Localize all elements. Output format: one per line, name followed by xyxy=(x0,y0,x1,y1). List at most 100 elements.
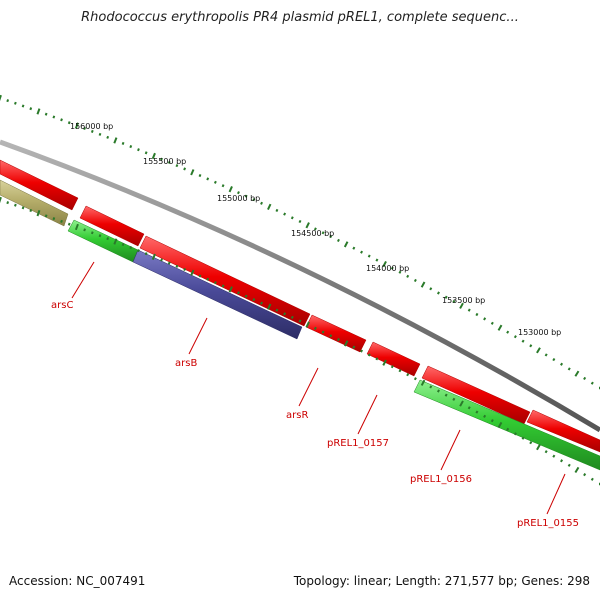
forward-strand-genes xyxy=(0,159,600,453)
gene-forward-2[interactable] xyxy=(79,205,145,247)
ruler-tick xyxy=(544,353,548,357)
ruler-tick xyxy=(360,250,363,254)
ruler-tick xyxy=(6,99,10,103)
inner-tick xyxy=(337,337,340,342)
inner-tick xyxy=(90,231,94,235)
inner-tick xyxy=(6,201,10,205)
inner-tick xyxy=(390,365,394,369)
ruler-tick xyxy=(167,160,171,164)
inner-tick xyxy=(221,284,225,288)
ruler-tick xyxy=(329,235,333,239)
ruler-tick xyxy=(337,238,340,243)
inner-tick xyxy=(290,315,294,319)
inner-tick xyxy=(106,237,110,241)
inner-tick xyxy=(198,274,202,278)
inner-tick xyxy=(98,234,102,238)
gene-reverse-arsB[interactable] xyxy=(132,249,303,340)
ruler-tick xyxy=(367,254,371,258)
inner-tick xyxy=(283,312,287,316)
leader-0157 xyxy=(357,394,378,435)
inner-tick xyxy=(260,301,263,305)
inner-tick xyxy=(0,196,2,204)
gene-forward-1[interactable] xyxy=(0,159,79,211)
inner-tick xyxy=(129,246,133,250)
gene-label-leaders xyxy=(71,261,566,515)
ruler-label-155500: 155500 bp xyxy=(143,157,186,166)
ruler-tick xyxy=(497,324,503,331)
ruler-tick xyxy=(283,212,287,216)
ruler-tick xyxy=(252,198,256,202)
inner-tick xyxy=(298,319,302,323)
inner-tick xyxy=(113,238,118,245)
inner-tick xyxy=(475,410,479,414)
ruler-tick xyxy=(413,278,417,283)
gene-forward-7[interactable] xyxy=(526,409,600,453)
ruler-tick xyxy=(475,312,479,317)
gene-label-arsC[interactable]: arsC xyxy=(51,300,73,311)
inner-tick xyxy=(352,345,356,349)
ruler-tick xyxy=(190,169,195,176)
backbone-track xyxy=(0,139,600,433)
ruler-tick xyxy=(560,362,564,366)
inner-tick xyxy=(490,419,494,423)
gene-reverse-olive[interactable] xyxy=(0,179,69,227)
ruler-tick xyxy=(321,231,325,235)
inner-tick xyxy=(237,291,240,295)
ruler-tick xyxy=(275,208,279,213)
ruler-tick xyxy=(129,145,133,149)
inner-tick xyxy=(436,389,440,393)
inner-tick xyxy=(420,379,426,386)
leader-arsB xyxy=(188,317,208,355)
gene-label-pREL1_0155[interactable]: pREL1_0155 xyxy=(517,518,579,529)
inner-tick xyxy=(382,359,387,366)
ruler-tick xyxy=(228,186,233,193)
inner-tick xyxy=(206,277,210,281)
ruler-tick xyxy=(29,107,33,111)
ruler-tick xyxy=(483,317,487,321)
leader-arsR xyxy=(298,367,319,407)
inner-tick xyxy=(244,294,248,298)
ruler-tick xyxy=(375,258,379,262)
ruler-tick xyxy=(406,274,410,278)
gene-forward-3[interactable] xyxy=(139,235,311,327)
ruler-tick xyxy=(0,94,2,102)
ruler-tick xyxy=(206,177,210,181)
ruler-tick xyxy=(90,129,94,133)
gene-label-pREL1_0156[interactable]: pREL1_0156 xyxy=(410,474,472,485)
gene-forward-5[interactable] xyxy=(366,341,421,377)
ruler-tick xyxy=(60,118,63,122)
inner-tick xyxy=(529,441,533,445)
inner-tick xyxy=(590,477,594,481)
ruler-tick xyxy=(151,152,156,160)
ruler-tick xyxy=(260,201,263,205)
ruler-tick xyxy=(436,291,440,295)
inner-tick xyxy=(160,258,163,262)
ruler-label-156000: 156000 bp xyxy=(70,122,113,131)
inner-tick xyxy=(467,406,471,410)
ruler-label-155000: 155000 bp xyxy=(217,194,260,203)
ruler-tick xyxy=(398,270,402,274)
inner-tick xyxy=(175,264,179,268)
inner-tick xyxy=(21,206,25,210)
gene-label-arsB[interactable]: arsB xyxy=(175,358,197,369)
ruler-tick xyxy=(121,141,125,145)
gene-label-pREL1_0157[interactable]: pREL1_0157 xyxy=(327,438,389,449)
ruler-tick xyxy=(536,347,541,354)
ruler-tick xyxy=(98,132,102,136)
inner-tick xyxy=(228,286,233,293)
gene-label-arsR[interactable]: arsR xyxy=(286,410,308,421)
inner-tick xyxy=(560,459,564,463)
ruler-tick xyxy=(144,151,148,155)
gene-reverse-0156[interactable] xyxy=(413,379,600,471)
ruler-tick xyxy=(44,112,48,116)
inner-tick xyxy=(14,203,17,207)
ruler-tick xyxy=(590,381,594,385)
ruler-tick xyxy=(113,137,118,144)
inner-ticks xyxy=(0,196,600,486)
gene-forward-4[interactable] xyxy=(305,314,367,353)
inner-tick xyxy=(367,353,371,357)
ruler-tick xyxy=(213,180,217,184)
inner-tick xyxy=(44,214,48,218)
reverse-strand-genes xyxy=(0,179,600,471)
inner-tick xyxy=(190,269,195,276)
